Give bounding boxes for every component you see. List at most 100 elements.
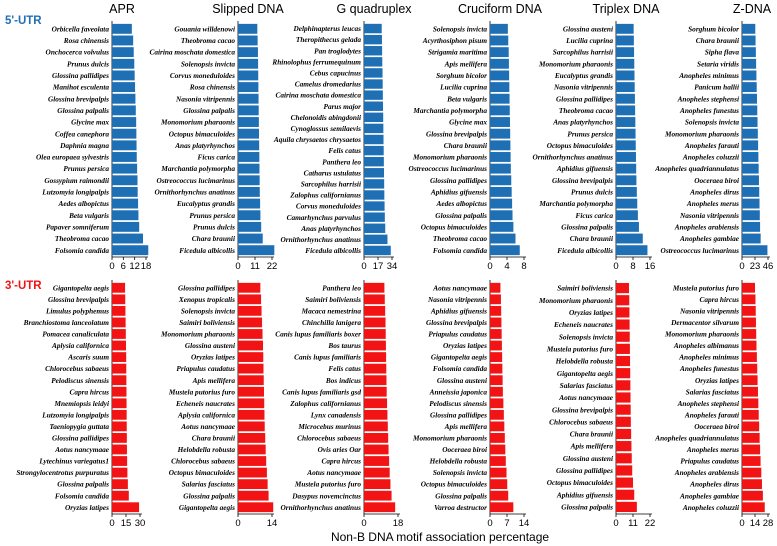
bar: [112, 152, 137, 162]
category-label: Aquila chrysaetos chrysaetos: [273, 135, 361, 144]
bar: [616, 93, 635, 104]
bar: [490, 117, 510, 127]
category-label: Glossina palpalis: [561, 503, 613, 512]
category-label: Glossina brevipalpis: [426, 318, 487, 327]
category-label: Ascaris suum: [67, 353, 109, 362]
category-label: Anopheles coluzzii: [682, 153, 739, 162]
x-tick-label: 6: [121, 261, 126, 272]
bar: [238, 398, 265, 409]
category-label: Priapulus caudatus: [428, 330, 487, 339]
category-label: Coffea canephora: [55, 129, 109, 138]
bar: [112, 479, 128, 490]
category-label: Ficus carica: [198, 153, 236, 162]
bar: [742, 305, 756, 316]
bar: [364, 101, 384, 111]
category-label: Folsomia candida: [55, 246, 109, 255]
category-label: Octopus bimaculoides: [169, 468, 235, 477]
bar: [490, 421, 505, 432]
category-label: Glossina austeni: [563, 454, 613, 463]
category-label: Ovis aries Oar: [318, 445, 362, 454]
bar: [112, 421, 127, 432]
bar: [490, 352, 503, 362]
bar: [616, 117, 636, 127]
bar: [112, 398, 127, 409]
category-label: Lytechinus variegatus1: [38, 457, 109, 466]
bar: [490, 490, 509, 501]
bar: [112, 317, 126, 328]
category-label: Theobroma cacao: [181, 36, 235, 45]
category-label: Prunus persica: [567, 129, 613, 138]
bar: [364, 112, 384, 123]
category-label: Sarcophilus harrisii: [553, 48, 613, 57]
category-label: Saimiri boliviensis: [557, 284, 613, 293]
bar: [364, 134, 384, 145]
category-label: Cairina moschata domestica: [275, 91, 361, 100]
category-label: Apis mellifera: [192, 376, 236, 385]
bar: [742, 93, 757, 104]
bar: [364, 34, 382, 45]
x-tick-label: 18: [141, 261, 152, 272]
category-label: Anopheles quadriannulatus: [654, 164, 739, 173]
category-label: Aotus nancymaae: [54, 445, 109, 454]
category-label: Glossina palpalis: [57, 106, 109, 115]
bar: [616, 282, 629, 294]
category-label: Solenopsis invicta: [559, 332, 613, 341]
bar: [112, 47, 134, 58]
bar: [364, 46, 383, 56]
category-label: Glossina pallidipes: [178, 283, 235, 292]
category-label: Ficedula albicollis: [305, 246, 361, 255]
x-tick-label: 0: [109, 261, 114, 272]
bar: [490, 363, 503, 374]
bar: [112, 58, 135, 69]
bar: [742, 117, 758, 127]
category-label: Ficedula albicollis: [557, 246, 613, 255]
bar: [112, 456, 128, 466]
bar: [616, 58, 635, 69]
bar: [364, 386, 387, 397]
bar: [616, 23, 634, 34]
bar: [742, 294, 756, 305]
panel-title: Cruciform DNA: [458, 2, 543, 16]
x-tick-label: 22: [645, 518, 656, 529]
bar: [742, 128, 758, 139]
bar: [490, 433, 505, 443]
bar: [238, 23, 258, 34]
category-label: Zalophus californianus: [289, 191, 361, 200]
category-label: Canis lupus familiaris: [294, 353, 361, 362]
bar: [616, 453, 632, 464]
category-label: Acyrthosiphon pisum: [422, 36, 488, 45]
category-label: Glossina pallidipes: [52, 71, 109, 80]
bar: [616, 368, 631, 379]
bar: [490, 233, 516, 244]
category-label: Ornithorhynchus anatinus: [280, 235, 361, 244]
bar: [112, 433, 127, 443]
category-label: Anneissia japonica: [429, 387, 488, 396]
category-label: Ornithorhynchus anatinus: [532, 153, 613, 162]
category-label: Monomorium pharaonis: [412, 153, 487, 162]
bar: [238, 128, 260, 139]
bar: [616, 198, 638, 209]
category-label: Camarhynchus parvulus: [287, 213, 362, 222]
category-label: Ostreococcus lucimarinus: [157, 176, 236, 185]
bar: [616, 428, 632, 440]
bar: [490, 35, 509, 46]
bar: [364, 234, 388, 245]
bar: [742, 47, 756, 58]
bar: [112, 386, 127, 397]
bar: [238, 433, 266, 443]
category-label: Gigantopelta aegis: [557, 369, 613, 378]
category-label: Solenopsis invicta: [181, 306, 235, 315]
bar: [742, 490, 763, 501]
bar: [490, 47, 509, 58]
bar: [238, 502, 274, 513]
bar: [112, 163, 138, 174]
category-label: Priapulus caudatus: [176, 364, 235, 373]
bar: [490, 340, 502, 351]
category-label: Rosa chinensis: [63, 36, 109, 45]
bar: [742, 398, 759, 409]
bar: [364, 68, 383, 78]
x-axis-label: Non-B DNA motif association percentage: [331, 530, 549, 544]
panel-utr3-triplex-dna: Saimiri boliviensis Monomorium pharaonis O…: [538, 280, 655, 529]
category-label: Mustela putorius furo: [546, 344, 613, 353]
category-label: Chara braunii: [192, 234, 235, 243]
